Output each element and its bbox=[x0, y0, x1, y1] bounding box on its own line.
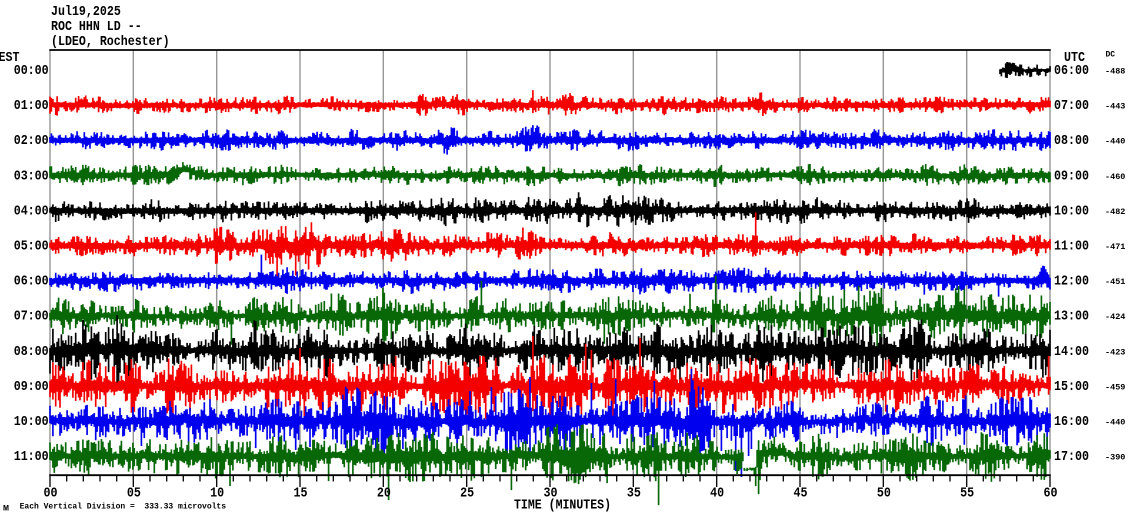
svg-text:45: 45 bbox=[794, 487, 808, 502]
svg-text:-443: -443 bbox=[1105, 102, 1125, 112]
svg-text:DC: DC bbox=[1106, 51, 1116, 60]
svg-text:00: 00 bbox=[44, 487, 58, 502]
svg-text:-460: -460 bbox=[1105, 172, 1125, 182]
svg-text:10:00: 10:00 bbox=[14, 415, 49, 430]
svg-text:08:00: 08:00 bbox=[1054, 134, 1089, 149]
svg-text:(LDEO, Rochester): (LDEO, Rochester) bbox=[51, 35, 170, 50]
svg-text:11:00: 11:00 bbox=[1054, 240, 1089, 255]
svg-text:-440: -440 bbox=[1105, 418, 1125, 428]
svg-text:-423: -423 bbox=[1105, 347, 1125, 357]
svg-text:-482: -482 bbox=[1105, 207, 1125, 217]
svg-text:15: 15 bbox=[294, 487, 308, 502]
svg-text:07:00: 07:00 bbox=[1054, 99, 1089, 114]
svg-text:04:00: 04:00 bbox=[14, 204, 49, 219]
svg-text:00:00: 00:00 bbox=[14, 64, 49, 79]
svg-text:55: 55 bbox=[960, 487, 974, 502]
svg-text:05:00: 05:00 bbox=[14, 240, 49, 255]
svg-text:09:00: 09:00 bbox=[1054, 169, 1089, 184]
svg-text:01:00: 01:00 bbox=[14, 99, 49, 114]
svg-text:35: 35 bbox=[627, 487, 641, 502]
svg-text:UTC: UTC bbox=[1064, 51, 1085, 66]
svg-text:-440: -440 bbox=[1105, 137, 1125, 147]
svg-text:11:00: 11:00 bbox=[14, 450, 49, 465]
svg-text:10: 10 bbox=[210, 487, 224, 502]
svg-text:-488: -488 bbox=[1105, 67, 1125, 77]
svg-text:м: м bbox=[3, 504, 9, 515]
svg-text:10:00: 10:00 bbox=[1054, 204, 1089, 219]
svg-text:-451: -451 bbox=[1105, 277, 1125, 287]
svg-text:12:00: 12:00 bbox=[1054, 275, 1089, 290]
svg-text:ROC HHN LD --: ROC HHN LD -- bbox=[51, 20, 142, 35]
svg-text:07:00: 07:00 bbox=[14, 310, 49, 325]
svg-text:08:00: 08:00 bbox=[14, 345, 49, 360]
svg-text:14:00: 14:00 bbox=[1054, 345, 1089, 360]
svg-text:06:00: 06:00 bbox=[1054, 64, 1089, 79]
svg-text:40: 40 bbox=[710, 487, 724, 502]
svg-text:-390: -390 bbox=[1105, 453, 1125, 463]
svg-text:60: 60 bbox=[1044, 487, 1058, 502]
svg-text:05: 05 bbox=[127, 487, 141, 502]
svg-text:13:00: 13:00 bbox=[1054, 310, 1089, 325]
svg-text:06:00: 06:00 bbox=[14, 275, 49, 290]
svg-text:Jul19,2025: Jul19,2025 bbox=[51, 5, 121, 20]
svg-text:30: 30 bbox=[544, 487, 558, 502]
svg-text:Each Vertical Division = 333.: Each Vertical Division = 333.33 microvol… bbox=[20, 503, 227, 512]
svg-text:25: 25 bbox=[460, 487, 474, 502]
svg-text:-471: -471 bbox=[1105, 242, 1125, 252]
svg-text:09:00: 09:00 bbox=[14, 380, 49, 395]
svg-text:17:00: 17:00 bbox=[1054, 450, 1089, 465]
svg-text:-459: -459 bbox=[1105, 382, 1125, 392]
svg-text:02:00: 02:00 bbox=[14, 134, 49, 149]
svg-text:TIME (MINUTES): TIME (MINUTES) bbox=[514, 499, 611, 514]
svg-text:15:00: 15:00 bbox=[1054, 380, 1089, 395]
svg-text:50: 50 bbox=[877, 487, 891, 502]
svg-text:20: 20 bbox=[377, 487, 391, 502]
svg-text:16:00: 16:00 bbox=[1054, 415, 1089, 430]
svg-text:03:00: 03:00 bbox=[14, 169, 49, 184]
svg-text:-424: -424 bbox=[1105, 312, 1125, 322]
svg-text:EST: EST bbox=[0, 51, 20, 66]
